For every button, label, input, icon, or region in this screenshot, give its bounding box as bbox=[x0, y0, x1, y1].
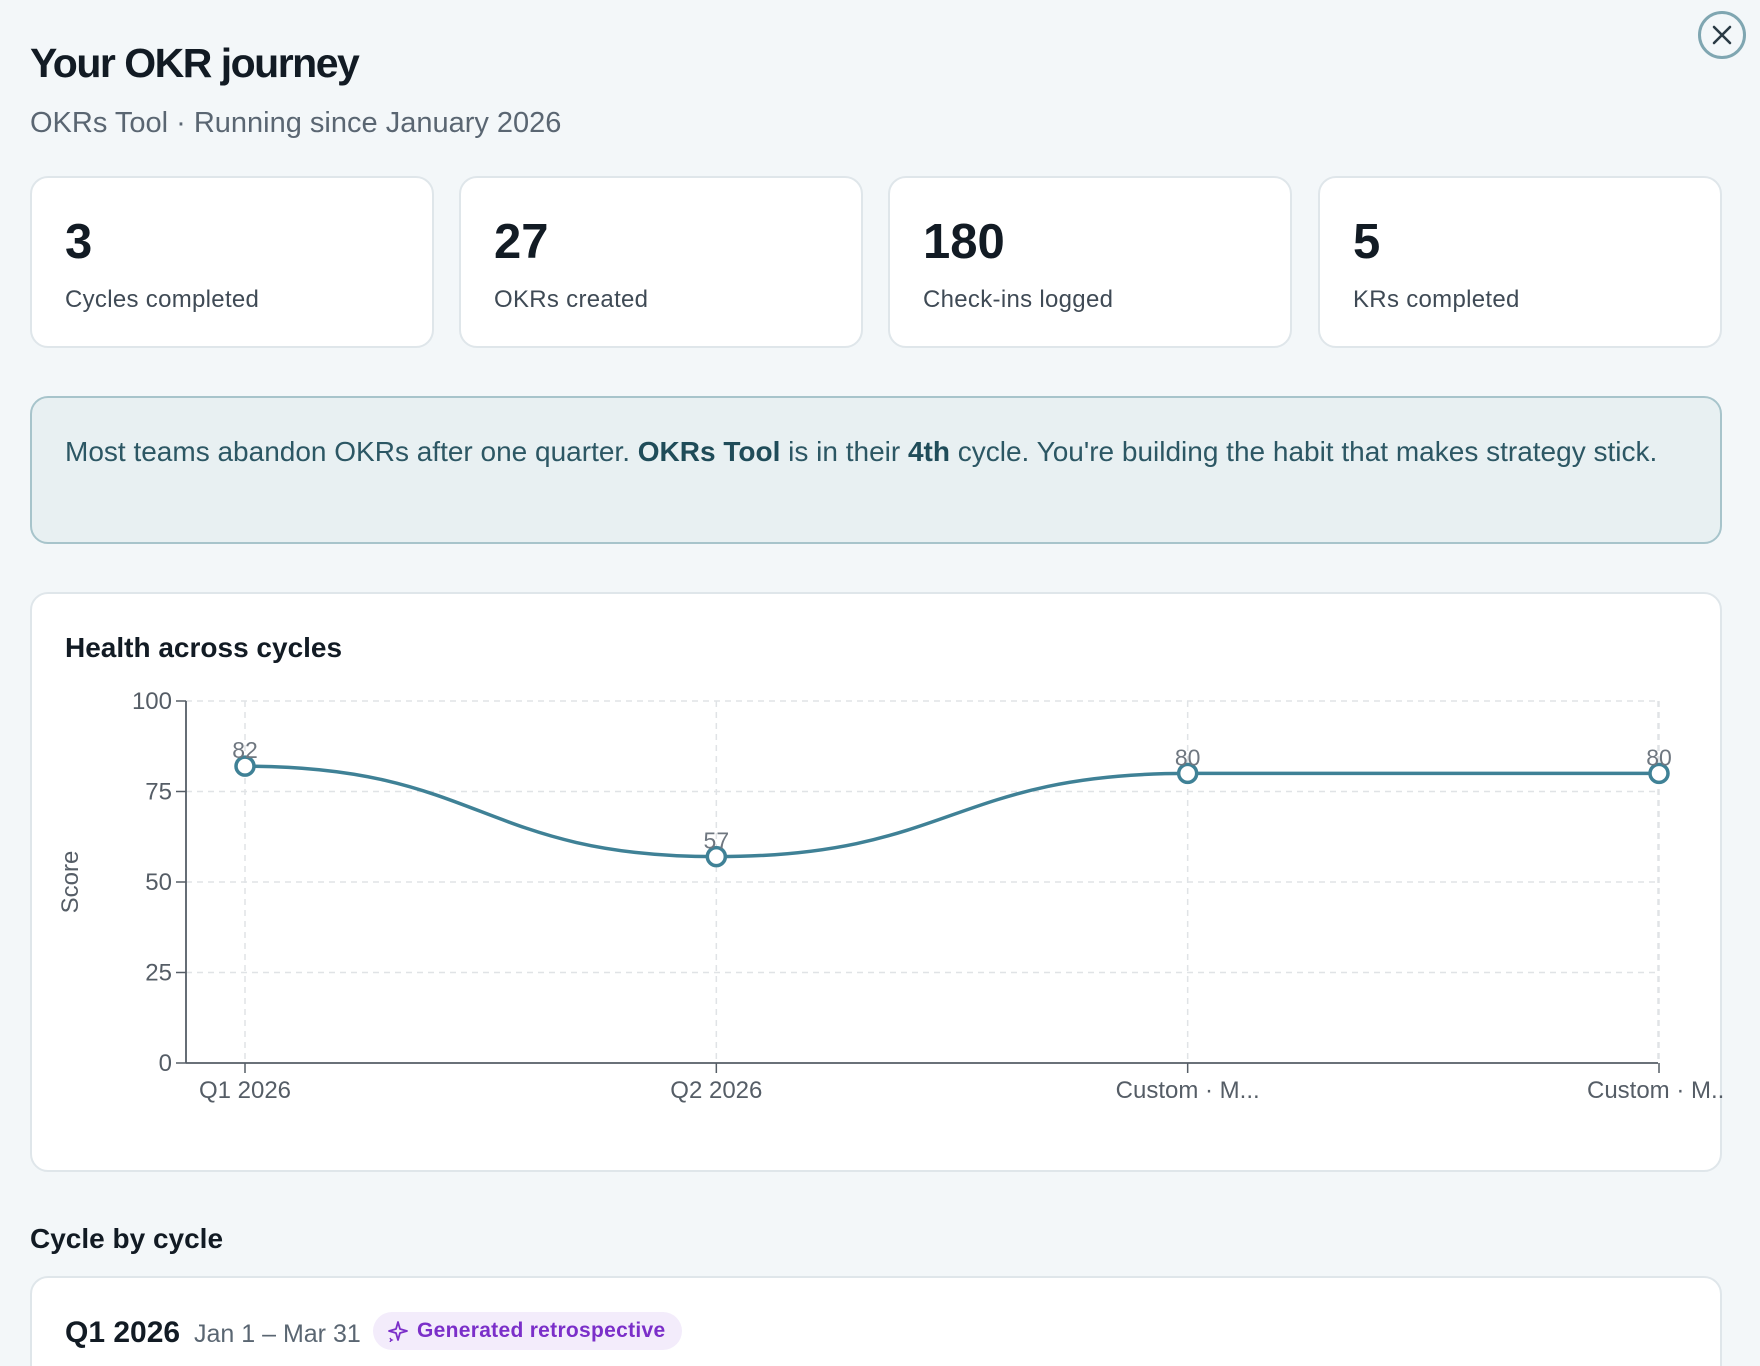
data-point bbox=[1648, 762, 1670, 785]
stat-card-cycles: 3 Cycles completed bbox=[30, 176, 434, 348]
data-label: 57 bbox=[704, 828, 730, 854]
stat-value: 180 bbox=[923, 215, 1005, 269]
y-axis-label: Score bbox=[57, 851, 84, 914]
banner-text: cycle. You're building the habit that ma… bbox=[949, 436, 1658, 467]
data-label: 80 bbox=[1646, 744, 1672, 770]
y-tick-label: 25 bbox=[145, 960, 172, 987]
stat-card-okrs: 27 OKRs created bbox=[459, 176, 863, 348]
sparkle-icon bbox=[388, 1321, 408, 1342]
stat-card-krs: 5 KRs completed bbox=[1318, 176, 1722, 348]
cycle-dates: Jan 1 – Mar 31 bbox=[194, 1320, 361, 1348]
x-tick-label: Q1 2026 bbox=[199, 1077, 291, 1104]
close-button[interactable] bbox=[1698, 11, 1746, 59]
data-point bbox=[705, 845, 728, 868]
y-tick-label: 75 bbox=[145, 779, 172, 806]
stat-label: KRs completed bbox=[1353, 286, 1520, 313]
data-label: 80 bbox=[1175, 744, 1201, 770]
x-tick-label: Custom · M... bbox=[1587, 1077, 1724, 1104]
page-title: Your OKR journey bbox=[30, 40, 360, 86]
stat-value: 27 bbox=[494, 215, 549, 269]
health-line-chart: 0 25 50 75 100 Q1 2026 Q2 2026 Custom · M... Cus… bbox=[57, 688, 1724, 1104]
series-line bbox=[244, 764, 1659, 859]
stat-label: Check-ins logged bbox=[923, 286, 1114, 313]
stats-row: 3 Cycles completed 27 OKRs created 180 C… bbox=[30, 176, 1722, 348]
badge-label: Generated retrospective bbox=[417, 1319, 666, 1342]
x-tick-label: Custom · M... bbox=[1116, 1077, 1260, 1104]
data-label: 82 bbox=[232, 737, 258, 763]
stat-value: 3 bbox=[65, 215, 93, 269]
x-tick-label: Q2 2026 bbox=[670, 1077, 762, 1104]
stat-value: 5 bbox=[1353, 215, 1381, 269]
y-tick-label: 0 bbox=[159, 1050, 172, 1077]
generated-retrospective-badge[interactable]: Generated retrospective bbox=[373, 1312, 682, 1350]
health-chart-card: Health across cycles 0 25 50 75 100 Q1 2026 Q2… bbox=[30, 592, 1724, 1172]
banner-text: Most teams abandon OKRs after one quarte… bbox=[65, 436, 638, 467]
y-tick-label: 50 bbox=[145, 869, 172, 896]
cycle-card[interactable]: Q1 2026 Jan 1 – Mar 31 Generated retrosp… bbox=[30, 1276, 1722, 1366]
stat-label: OKRs created bbox=[494, 286, 649, 313]
data-point bbox=[1176, 762, 1199, 785]
banner-text: is in their bbox=[780, 436, 908, 467]
chart-title: Health across cycles bbox=[65, 632, 343, 663]
data-point bbox=[234, 755, 256, 777]
insight-banner: Most teams abandon OKRs after one quarte… bbox=[30, 396, 1722, 544]
section-title-cycles: Cycle by cycle bbox=[30, 1223, 224, 1254]
stat-label: Cycles completed bbox=[65, 286, 260, 313]
cycle-name: Q1 2026 bbox=[65, 1316, 181, 1349]
stat-card-checkins: 180 Check-ins logged bbox=[888, 176, 1292, 348]
y-tick-label: 100 bbox=[132, 688, 172, 715]
banner-team-name: OKRs Tool bbox=[637, 436, 781, 467]
page-subtitle: OKRs Tool · Running since January 2026 bbox=[30, 107, 562, 139]
banner-cycle-ordinal: 4th bbox=[907, 436, 950, 467]
close-icon bbox=[1712, 25, 1732, 45]
